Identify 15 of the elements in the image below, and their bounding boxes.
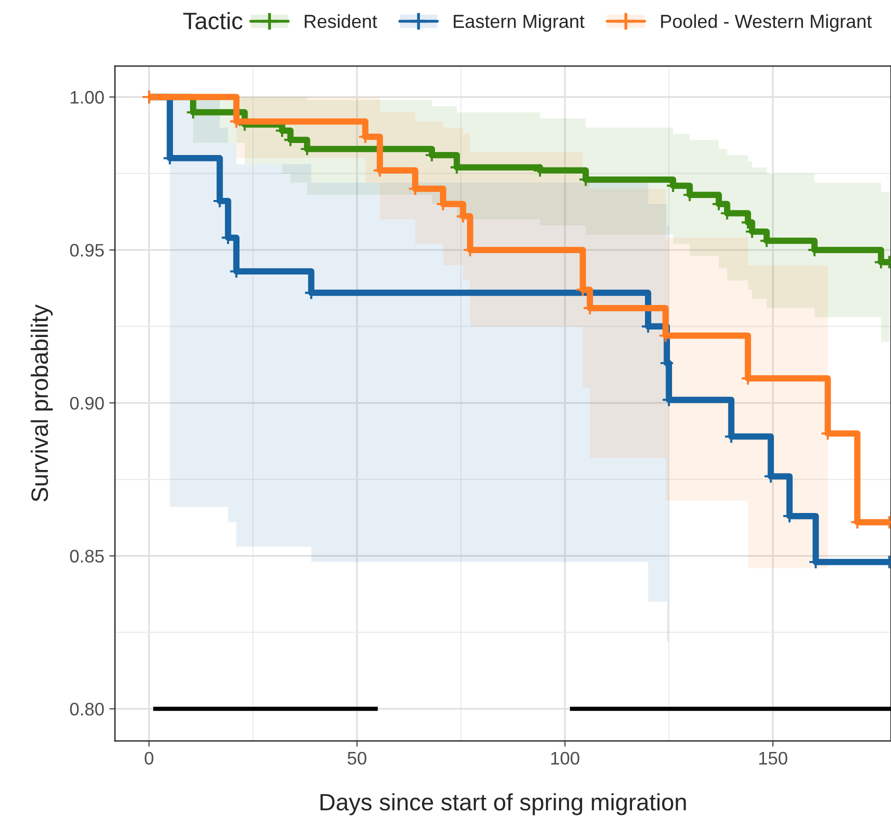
x-tick-label: 100 <box>551 752 580 765</box>
legend-label: Eastern Migrant <box>454 14 584 32</box>
y-axis-title: Survival probability <box>30 304 53 502</box>
x-tick-label: 0 <box>144 752 154 765</box>
y-tick-label: 0.95 <box>70 244 104 257</box>
legend-title: Tactic <box>183 12 242 30</box>
y-tick-label: 1.00 <box>70 90 104 104</box>
x-axis-title: Days since start of spring migration <box>320 793 686 816</box>
y-tick-label: 0.90 <box>70 396 104 410</box>
y-tick-label: 0.85 <box>70 550 104 563</box>
legend-label: Resident <box>304 14 378 28</box>
x-tick-label: 150 <box>759 752 788 765</box>
legend-label: Pooled - Western Migrant <box>661 14 872 32</box>
x-tick-label: 50 <box>348 752 366 765</box>
y-tick-label: 0.80 <box>70 702 104 716</box>
